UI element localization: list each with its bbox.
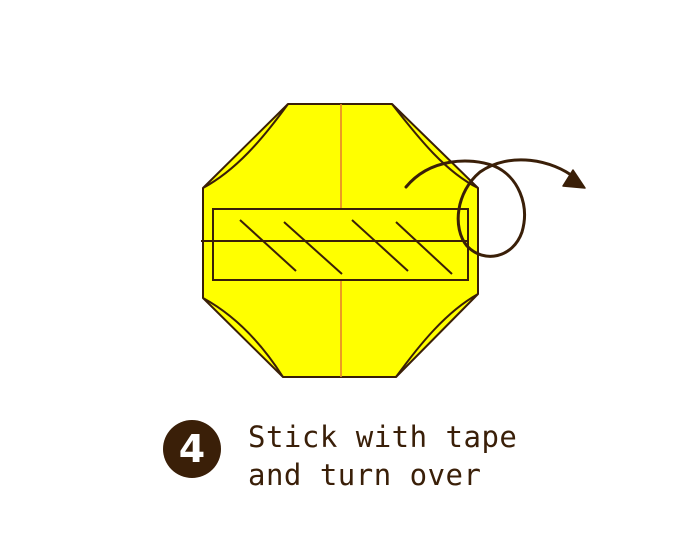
tape-rectangle [212,208,469,281]
fold-curve-bottom-right [395,293,479,378]
fold-curve-top-right [391,103,479,189]
turn-over-arrow-loop [404,158,577,258]
tape-hatch-1 [239,219,297,272]
instruction-line-1: Stick with tape [248,420,518,454]
instruction-line-2: and turn over [248,458,482,492]
step-number: 4 [178,427,206,471]
step-instruction: Stick with tape and turn over [248,418,517,494]
fold-curve-top-left [202,103,289,189]
fold-curve-bottom-left [202,297,284,378]
tape-hatch-2 [283,221,343,275]
tape-strip [201,208,469,281]
arrow-head [562,169,586,189]
turn-over-arrow-icon [404,158,586,258]
step-number-badge: 4 [163,420,221,478]
tape-hatch-4 [395,221,453,275]
tape-hatch-3 [351,219,409,272]
